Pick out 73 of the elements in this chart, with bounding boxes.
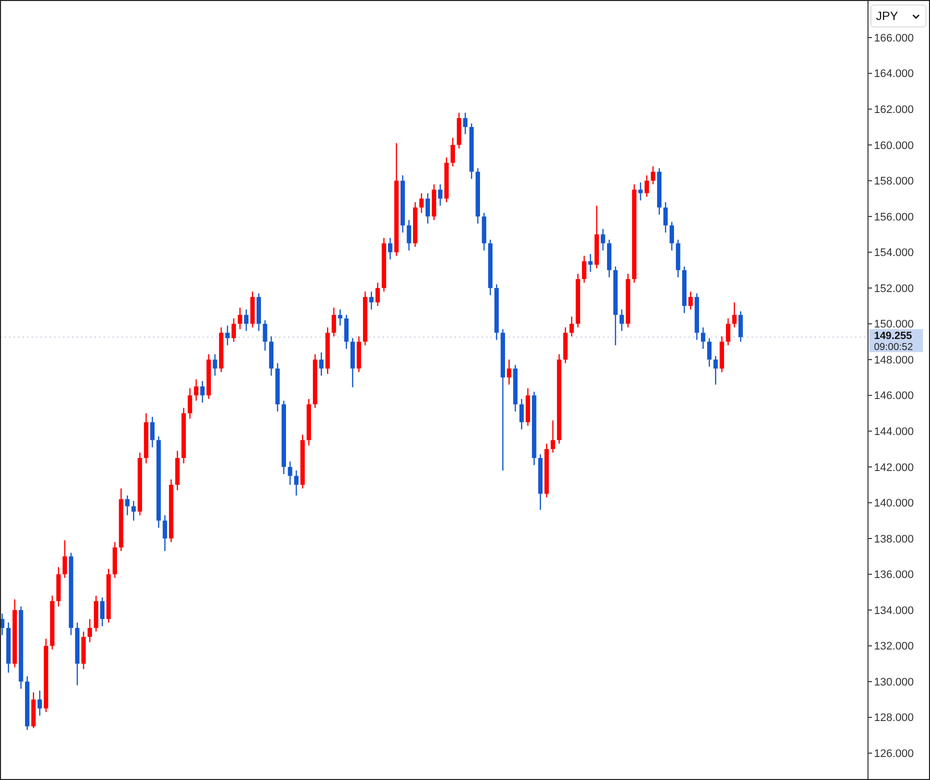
candlestick bbox=[406, 219, 412, 252]
candlestick bbox=[644, 174, 649, 198]
candlestick bbox=[375, 282, 380, 307]
candlestick bbox=[62, 540, 67, 578]
candlestick bbox=[732, 302, 737, 328]
candlestick bbox=[582, 255, 586, 284]
y-tick-label: 152.000 bbox=[874, 282, 914, 295]
y-tick-label: 166.000 bbox=[874, 32, 914, 44]
candlestick bbox=[700, 326, 706, 350]
y-tick-label: 156.000 bbox=[874, 211, 914, 224]
candlestick bbox=[38, 690, 42, 716]
candlestick bbox=[663, 202, 668, 234]
ref-line-label: 149.255 bbox=[874, 330, 912, 342]
candlestick bbox=[506, 358, 512, 386]
candlestick bbox=[294, 470, 299, 496]
text: JPY bbox=[876, 9, 898, 23]
candlestick bbox=[569, 316, 574, 337]
candlestick bbox=[620, 308, 624, 332]
candlestick bbox=[519, 398, 524, 430]
y-tick-label: 128.000 bbox=[874, 712, 914, 724]
y-tick-label: 140.000 bbox=[874, 498, 914, 510]
candlestick bbox=[100, 596, 105, 627]
candlestick bbox=[650, 166, 656, 185]
candlestick bbox=[150, 416, 155, 448]
y-tick-label: 126.000 bbox=[874, 748, 914, 760]
y-tick-label: 132.000 bbox=[874, 640, 914, 653]
candlestick bbox=[369, 291, 374, 310]
candlestick bbox=[713, 355, 718, 386]
candlestick bbox=[212, 354, 218, 376]
candlestick bbox=[319, 352, 324, 376]
candlestick bbox=[450, 137, 455, 167]
candlestick bbox=[670, 221, 674, 252]
candlestick bbox=[288, 460, 292, 486]
candlestick bbox=[588, 253, 593, 273]
candlestick bbox=[338, 308, 342, 326]
candlestick bbox=[463, 112, 468, 135]
candlestick bbox=[200, 380, 205, 404]
candlestick bbox=[244, 308, 248, 332]
candlestick bbox=[188, 388, 192, 420]
candlestick bbox=[162, 514, 168, 552]
y-tick-label: 154.000 bbox=[874, 247, 914, 260]
y-tick-label: 158.000 bbox=[874, 176, 914, 188]
y-tick-label: 138.000 bbox=[874, 533, 914, 546]
candlestick bbox=[688, 291, 693, 310]
y-tick-label: 148.000 bbox=[874, 354, 914, 366]
candlestick bbox=[426, 192, 430, 224]
candlestick bbox=[238, 307, 242, 330]
y-tick-label: 160.000 bbox=[874, 140, 914, 152]
candlestick bbox=[344, 314, 349, 350]
candlestick bbox=[332, 307, 336, 337]
y-tick-label: 162.000 bbox=[874, 104, 914, 116]
candlestick bbox=[125, 494, 130, 516]
candlestick bbox=[419, 192, 424, 214]
candlestick bbox=[600, 228, 606, 252]
candlestick bbox=[88, 618, 92, 643]
y-tick-label: 146.000 bbox=[874, 390, 914, 402]
candlestick bbox=[738, 310, 743, 342]
candlestick bbox=[131, 500, 136, 522]
candlestick bbox=[232, 318, 236, 342]
candlestick bbox=[194, 378, 198, 402]
candlestick bbox=[388, 237, 392, 260]
candlestick bbox=[550, 420, 556, 454]
text: 09:00:52 bbox=[874, 342, 914, 354]
y-tick-label: 142.000 bbox=[874, 462, 914, 474]
y-tick-label: 150.000 bbox=[874, 318, 914, 331]
y-tick-label: 164.000 bbox=[874, 68, 914, 80]
y-tick-label: 136.000 bbox=[874, 569, 914, 582]
candlestick bbox=[438, 184, 442, 206]
candlestick bbox=[707, 338, 712, 368]
y-tick-label: 144.000 bbox=[874, 426, 914, 438]
candlestick bbox=[726, 318, 730, 346]
y-tick-label: 130.000 bbox=[874, 676, 914, 688]
y-tick-label: 134.000 bbox=[874, 604, 914, 617]
